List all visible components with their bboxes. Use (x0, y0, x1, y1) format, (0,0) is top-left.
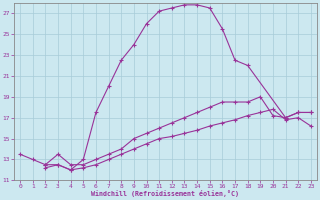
X-axis label: Windchill (Refroidissement éolien,°C): Windchill (Refroidissement éolien,°C) (92, 190, 239, 197)
